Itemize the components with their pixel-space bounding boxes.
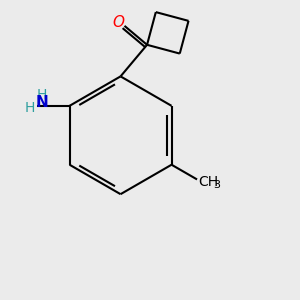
Text: O: O bbox=[112, 15, 124, 30]
Text: N: N bbox=[35, 95, 48, 110]
Text: H: H bbox=[36, 88, 47, 102]
Text: 3: 3 bbox=[213, 180, 220, 190]
Text: CH: CH bbox=[199, 175, 219, 189]
Text: H: H bbox=[25, 101, 35, 115]
